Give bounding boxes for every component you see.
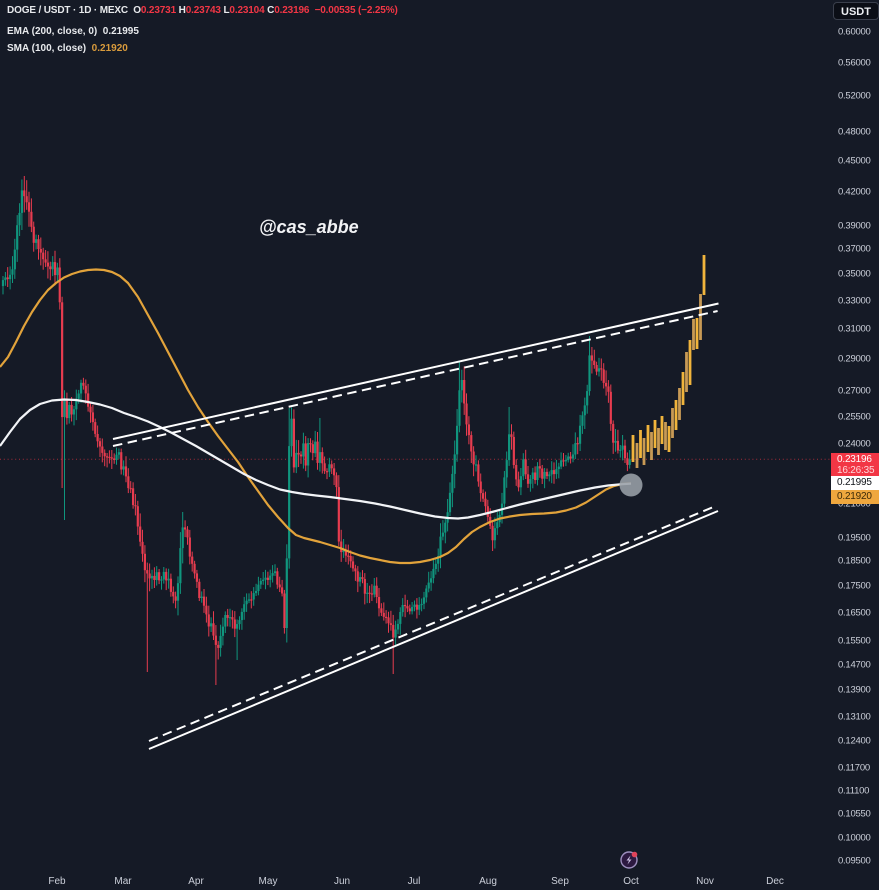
svg-text:@cas_abbe: @cas_abbe <box>259 217 359 237</box>
